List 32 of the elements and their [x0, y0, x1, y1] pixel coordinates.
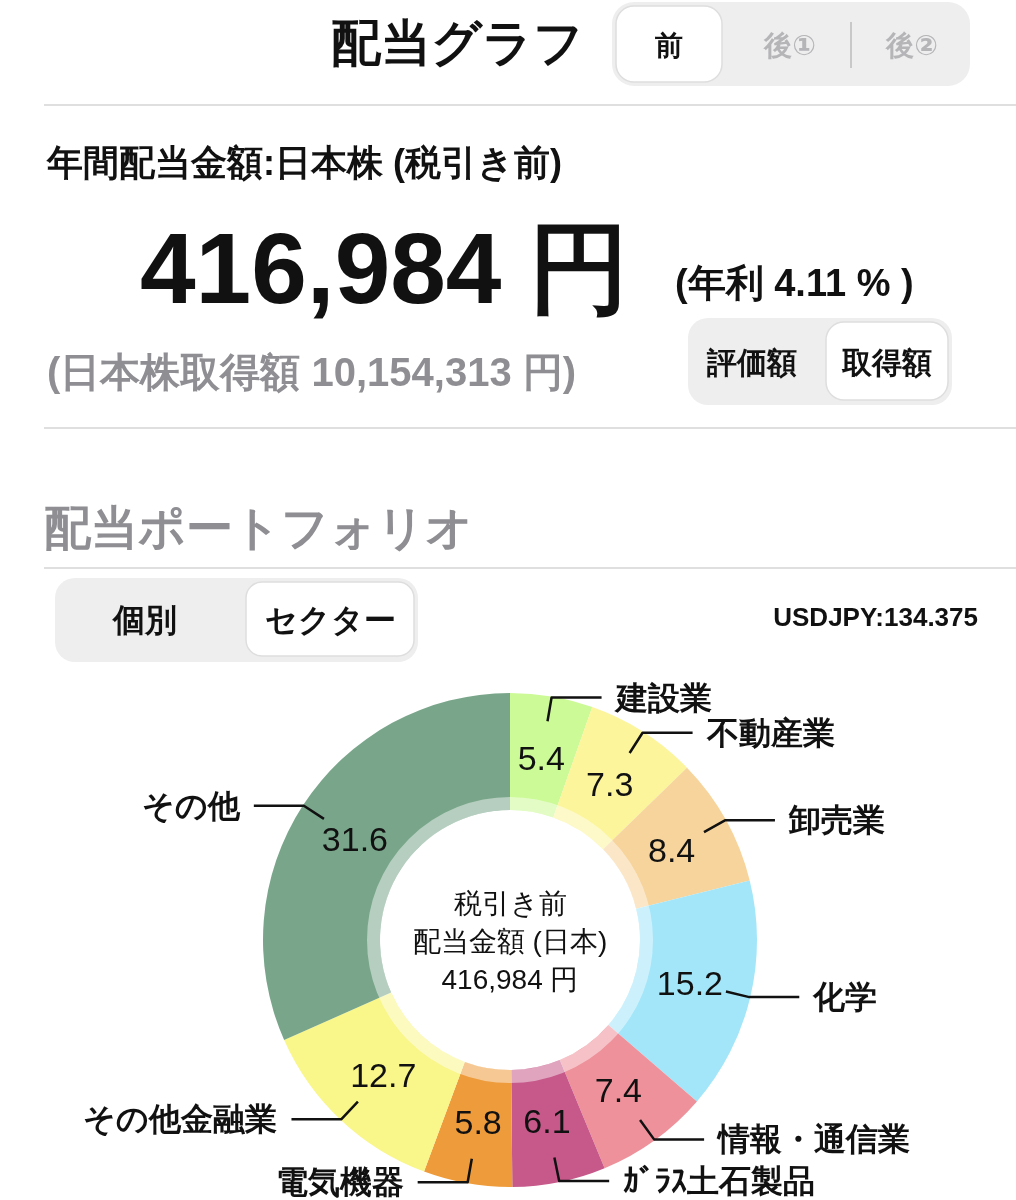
slice-label: 建設業: [613, 679, 712, 716]
text: 年間配当金額:日本株 (税引き前): [46, 141, 562, 183]
data-label: 7.4: [594, 1070, 642, 1109]
slice-label: その他金融業: [83, 1101, 278, 1138]
text: 416,984 円: [140, 212, 630, 324]
slice-label: ｶﾞﾗｽ土石製品: [623, 1163, 816, 1200]
slice-label: その他: [141, 787, 241, 824]
data-label: 6.1: [523, 1102, 571, 1141]
data-label: 15.2: [656, 963, 724, 1002]
data-label: 31.6: [321, 820, 389, 859]
donut-slice: [424, 1061, 513, 1187]
tab-control: 前 後① 後②: [612, 2, 970, 86]
text: 配当金額 (日本): [412, 925, 608, 957]
data-label: 7.3: [586, 765, 634, 804]
slice-label: 化学: [812, 979, 878, 1016]
text: USDJPY:134.375: [773, 602, 978, 632]
text: 配当グラフ: [330, 15, 584, 71]
text: (日本株取得額 10,154,313 円): [47, 350, 577, 394]
text: 税引き前: [453, 887, 567, 919]
data-label: 5.8: [454, 1103, 502, 1142]
data-label: 8.4: [648, 831, 696, 870]
toggle-amount-basis: 評価額 取得額: [688, 318, 952, 405]
data-label: 5.4: [517, 738, 565, 777]
slice-label: 不動産業: [705, 714, 835, 751]
slice-label: 卸売業: [787, 802, 885, 839]
slice-label: 電気機器: [275, 1164, 404, 1200]
slice-label: 情報・通信業: [716, 1121, 911, 1158]
chart-title: 配当ポートフォリオ: [44, 500, 473, 554]
data-label: 12.7: [350, 1055, 417, 1094]
toggle-view: 個別 セクター: [55, 578, 418, 662]
text: 416,984 円: [441, 963, 579, 995]
text: (年利 4.11 % ): [675, 262, 914, 304]
